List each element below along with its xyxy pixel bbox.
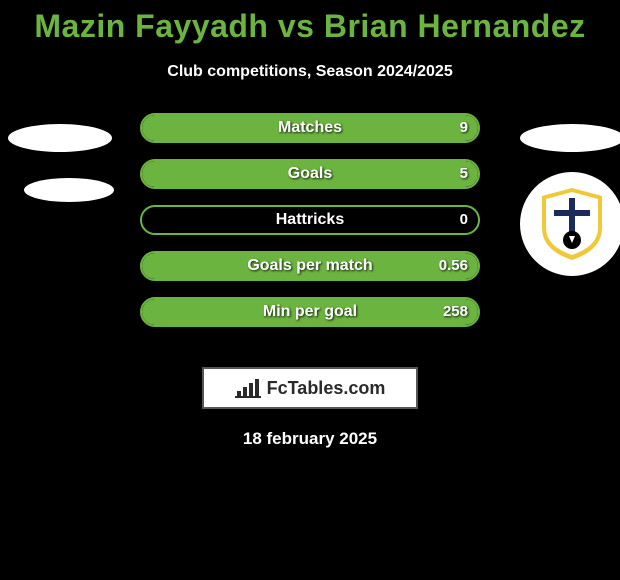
stat-bar: Goals5 (140, 159, 480, 189)
stat-bar: Min per goal258 (140, 297, 480, 327)
stat-row: Goals per match0.56 (0, 251, 620, 297)
stat-value: 0.56 (439, 251, 468, 281)
generated-date: 18 february 2025 (0, 429, 620, 449)
stat-row: Goals5 (0, 159, 620, 205)
stat-row: Matches9 (0, 113, 620, 159)
branding-badge: FcTables.com (202, 367, 418, 409)
stat-bar: Matches9 (140, 113, 480, 143)
stat-value: 5 (460, 159, 468, 189)
stat-label: Goals per match (140, 251, 480, 281)
stat-bar: Hattricks0 (140, 205, 480, 235)
stat-row: Hattricks0 (0, 205, 620, 251)
page-title: Mazin Fayyadh vs Brian Hernandez (0, 0, 620, 45)
stats-bars: Matches9Goals5Hattricks0Goals per match0… (0, 113, 620, 343)
stat-label: Goals (140, 159, 480, 189)
stat-value: 9 (460, 113, 468, 143)
stat-value: 0 (460, 205, 468, 235)
branding-text: FcTables.com (267, 378, 386, 399)
stat-row: Min per goal258 (0, 297, 620, 343)
stat-label: Matches (140, 113, 480, 143)
stat-bar: Goals per match0.56 (140, 251, 480, 281)
bar-chart-icon (235, 377, 261, 399)
stat-label: Hattricks (140, 205, 480, 235)
stat-label: Min per goal (140, 297, 480, 327)
subtitle: Club competitions, Season 2024/2025 (0, 63, 620, 81)
stat-value: 258 (443, 297, 468, 327)
